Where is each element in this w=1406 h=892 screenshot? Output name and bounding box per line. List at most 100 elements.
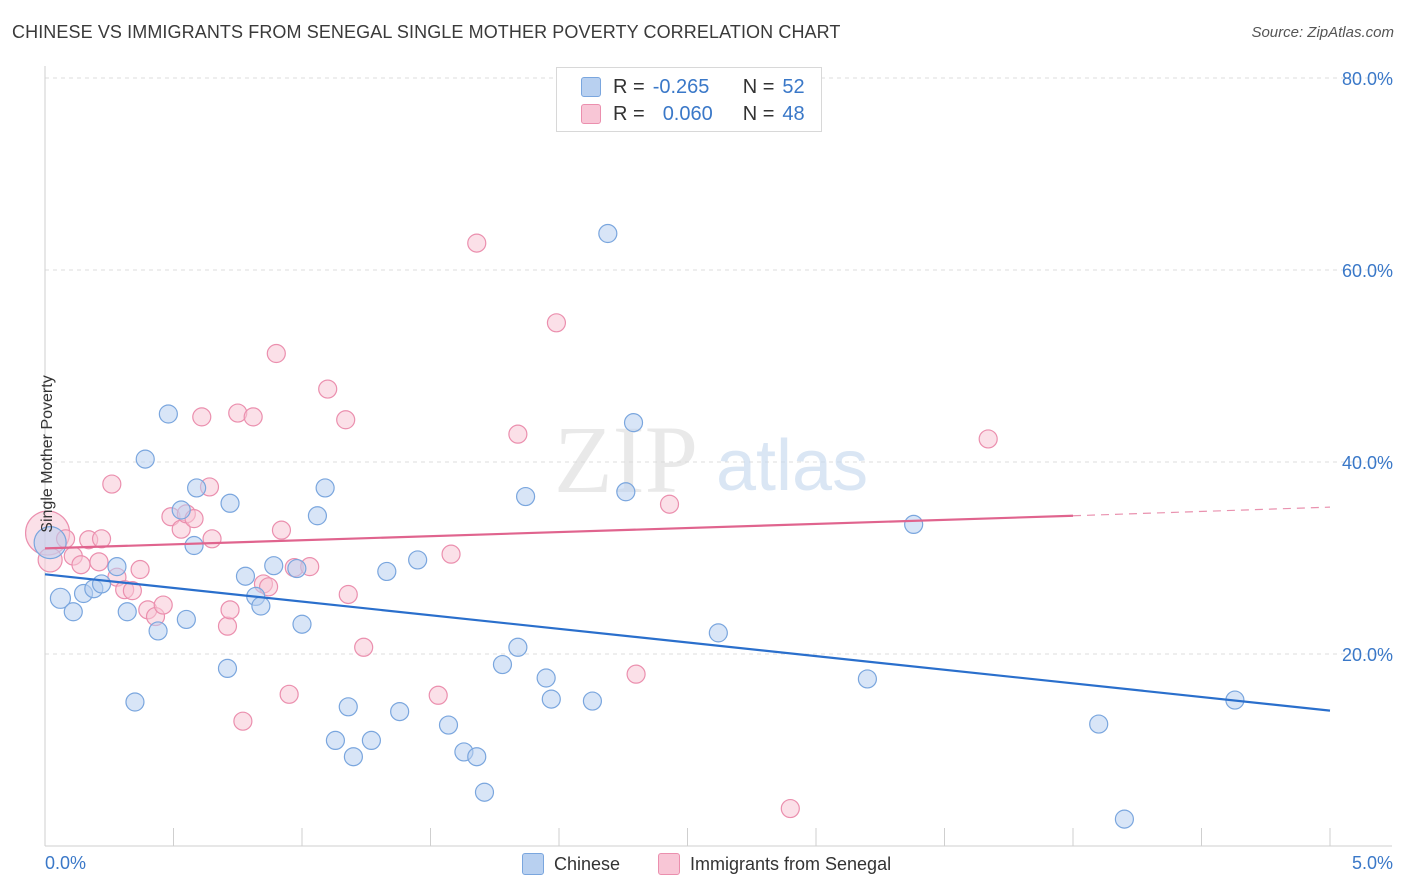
data-point-senegal: [428, 685, 448, 705]
data-point-senegal: [258, 577, 279, 597]
data-point-senegal: [467, 233, 487, 253]
data-point-chinese: [220, 493, 240, 513]
legend-n-value: 48: [782, 102, 805, 125]
tick-labels: 20.0% 40.0% 60.0% 80.0% 0.0% 5.0%: [45, 69, 1393, 873]
data-point-senegal: [508, 424, 528, 444]
data-point-senegal: [122, 581, 142, 601]
y-tick-label: 60.0%: [1342, 261, 1393, 281]
bottom-legend-senegal: Immigrants from Senegal: [658, 852, 891, 876]
data-point-chinese: [708, 623, 728, 643]
data-point-chinese: [251, 596, 271, 616]
axes: [44, 66, 1392, 847]
data-point-chinese: [135, 449, 155, 469]
data-point-chinese: [361, 730, 381, 751]
data-point-senegal: [279, 684, 299, 704]
data-point-chinese: [508, 637, 528, 657]
watermark: ZIP atlas: [554, 406, 868, 513]
bottom-legend-label-senegal: Immigrants from Senegal: [690, 853, 892, 874]
bottom-legend-swatch-chinese: [522, 853, 544, 875]
data-point-chinese: [91, 574, 112, 594]
data-point-senegal: [220, 600, 240, 620]
legend-r-value: -0.265: [652, 75, 710, 98]
data-point-chinese: [438, 715, 459, 735]
data-point-senegal: [233, 711, 253, 731]
bottom-legend-chinese: Chinese: [522, 852, 620, 876]
bottom-legend-label-chinese: Chinese: [554, 853, 621, 874]
data-point-chinese: [623, 413, 644, 433]
data-point-chinese: [515, 486, 536, 507]
y-tick-label: 80.0%: [1342, 69, 1393, 89]
data-point-chinese: [492, 654, 513, 675]
data-point-senegal: [102, 474, 122, 494]
data-point-chinese: [467, 747, 487, 767]
x-tick-label: 5.0%: [1352, 853, 1393, 873]
data-point-senegal: [243, 407, 263, 427]
data-point-chinese: [408, 550, 428, 570]
legend-r-label: R =: [613, 75, 645, 98]
data-point-senegal: [659, 494, 680, 514]
data-point-senegal: [626, 664, 646, 684]
data-point-chinese: [171, 500, 191, 520]
data-point-chinese: [1089, 714, 1109, 734]
data-point-chinese: [598, 223, 618, 244]
data-point-senegal: [71, 555, 91, 575]
data-point-chinese: [184, 535, 204, 556]
data-point-chinese: [377, 561, 397, 582]
data-point-senegal: [202, 529, 222, 549]
data-point-chinese: [536, 668, 556, 688]
regression-lines: [44, 506, 1331, 712]
data-point-chinese: [217, 658, 238, 679]
data-point-chinese: [158, 404, 178, 424]
stats-legend: R = -0.265 N = 52 R = 0.060 N = 48: [556, 67, 822, 132]
y-tick-label: 40.0%: [1342, 453, 1393, 473]
data-point-senegal: [780, 798, 800, 819]
data-point-senegal: [546, 313, 567, 333]
data-point-senegal: [978, 429, 998, 449]
data-point-chinese: [264, 556, 284, 576]
regression-extension-senegal: [1072, 506, 1331, 517]
data-point-chinese: [616, 482, 636, 502]
data-point-senegal: [89, 552, 109, 572]
data-point-chinese: [307, 506, 328, 526]
y-tick-label: 20.0%: [1342, 645, 1393, 665]
data-point-chinese: [287, 558, 307, 579]
legend-n-label: N =: [742, 102, 775, 125]
data-point-chinese: [176, 609, 196, 630]
regression-line-senegal: [44, 514, 1074, 550]
gridlines: [45, 77, 1392, 655]
points-senegal: [24, 233, 998, 819]
legend-row-senegal: R = 0.060 N = 48: [581, 102, 805, 126]
data-point-chinese: [125, 692, 145, 712]
chart-title: CHINESE VS IMMIGRANTS FROM SENEGAL SINGL…: [12, 22, 841, 42]
data-point-chinese: [474, 782, 495, 802]
data-point-senegal: [336, 410, 356, 430]
data-point-senegal: [441, 544, 461, 564]
data-point-senegal: [271, 520, 292, 540]
data-point-senegal: [217, 616, 238, 636]
watermark-atlas: atlas: [716, 426, 868, 506]
data-point-chinese: [541, 689, 561, 709]
data-point-chinese: [33, 526, 67, 560]
legend-r-value: 0.060: [662, 102, 713, 125]
legend-r-label: R =: [613, 102, 645, 125]
data-point-chinese: [187, 478, 207, 498]
data-point-chinese: [117, 602, 137, 622]
bottom-legend-swatch-senegal: [658, 853, 680, 875]
data-point-senegal: [318, 379, 338, 399]
legend-row-chinese: R = -0.265 N = 52: [581, 75, 805, 99]
data-point-chinese: [857, 669, 878, 689]
data-point-senegal: [338, 584, 358, 605]
data-point-chinese: [338, 697, 358, 717]
data-point-chinese: [904, 514, 924, 535]
data-point-chinese: [325, 730, 346, 751]
data-point-chinese: [1114, 809, 1135, 829]
legend-n-label: N =: [742, 75, 775, 98]
source-label: Source: ZipAtlas.com: [1251, 24, 1394, 41]
data-point-chinese: [582, 691, 603, 711]
legend-swatch-chinese: [581, 77, 601, 97]
data-point-chinese: [292, 614, 312, 634]
legend-swatch-senegal: [581, 104, 601, 124]
data-point-senegal: [266, 343, 286, 364]
data-point-senegal: [354, 637, 374, 657]
